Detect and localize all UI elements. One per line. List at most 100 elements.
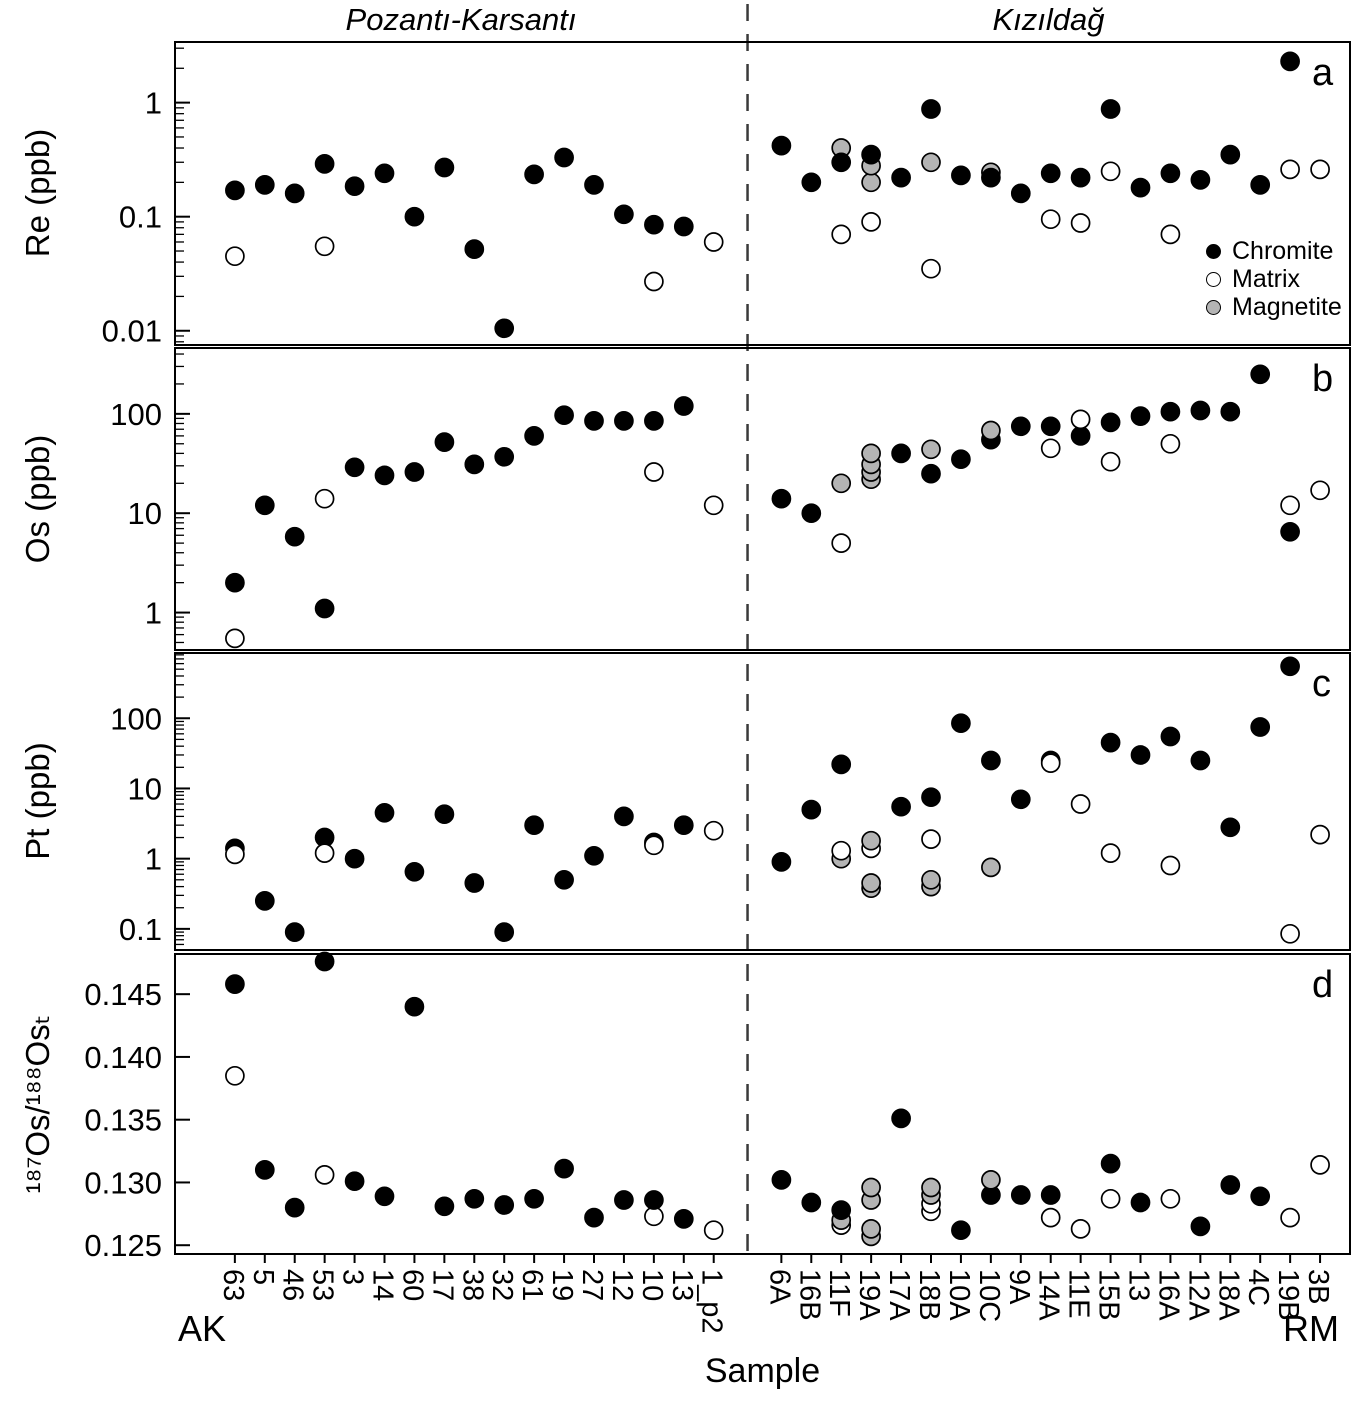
data-point-chromite: [314, 951, 335, 972]
data-point-chromite: [554, 147, 574, 168]
data-point-chromite: [644, 411, 664, 431]
panel-a-border: [174, 41, 1351, 346]
panel-letter-a: a: [1312, 52, 1334, 94]
x-tick-label: 12: [606, 1269, 638, 1301]
x-tick-label: 53: [307, 1269, 339, 1301]
panel-letter-c: c: [1312, 663, 1331, 705]
data-point-chromite: [1220, 401, 1241, 422]
data-point-chromite: [861, 144, 881, 165]
data-point-chromite: [921, 463, 941, 484]
data-point-chromite: [524, 815, 544, 836]
data-point-chromite: [344, 176, 365, 197]
x-tick-label: 19A: [853, 1269, 885, 1321]
data-point-chromite: [284, 526, 305, 547]
data-point-chromite: [554, 869, 574, 890]
data-point-chromite: [225, 180, 245, 201]
x-tick-label: 27: [576, 1269, 608, 1301]
y-tick-label: 0.140: [84, 1040, 162, 1075]
data-point-chromite: [801, 172, 822, 193]
data-point-chromite: [981, 750, 1001, 771]
data-point-matrix: [1100, 843, 1121, 863]
data-point-chromite: [404, 206, 425, 227]
data-point-matrix: [644, 835, 664, 856]
data-point-matrix: [314, 236, 335, 257]
data-point-chromite: [801, 503, 822, 524]
data-point-chromite: [344, 848, 365, 869]
data-point-chromite: [374, 163, 395, 184]
data-point-matrix: [921, 258, 941, 279]
data-point-matrix: [1100, 451, 1121, 472]
x-tick-label: 19B: [1272, 1269, 1304, 1321]
y-tick-label: 1: [145, 842, 162, 877]
data-point-chromite: [831, 1200, 852, 1220]
legend-label-chromite: Chromite: [1232, 236, 1334, 265]
x-tick-label: 14A: [1033, 1269, 1065, 1321]
y-tick-label: 0.01: [102, 314, 162, 349]
y-tick-label: 0.135: [84, 1103, 162, 1138]
data-point-chromite: [771, 488, 792, 509]
data-point-chromite: [284, 1197, 305, 1218]
data-point-chromite: [254, 175, 275, 195]
y-tick-label: 0.145: [84, 977, 162, 1012]
data-point-chromite: [891, 1108, 911, 1129]
data-point-chromite: [673, 216, 694, 237]
data-point-chromite: [524, 1188, 544, 1209]
data-point-matrix: [225, 246, 245, 267]
data-point-chromite: [771, 1170, 792, 1190]
data-point-matrix: [703, 495, 724, 516]
data-point-chromite: [614, 1190, 634, 1210]
data-point-chromite: [1010, 1185, 1031, 1205]
data-point-chromite: [1100, 412, 1121, 433]
data-point-chromite: [1010, 416, 1031, 437]
data-point-matrix: [1310, 1155, 1330, 1175]
panel-letter-d: d: [1312, 964, 1334, 1006]
data-point-magnetite: [861, 172, 881, 193]
data-point-chromite: [801, 1192, 822, 1213]
x-tick-label: 17: [426, 1269, 458, 1301]
data-point-chromite: [1190, 1216, 1211, 1237]
data-point-chromite: [831, 754, 852, 775]
y-tick-label: 10: [128, 771, 162, 806]
data-point-chromite: [1040, 1185, 1061, 1205]
data-point-chromite: [1280, 521, 1300, 542]
data-point-matrix: [1310, 480, 1330, 501]
x-tick-label: 4C: [1242, 1269, 1274, 1306]
data-point-chromite: [1160, 401, 1181, 422]
x-tick-label: 16B: [793, 1269, 825, 1321]
data-point-matrix: [831, 533, 852, 553]
data-point-chromite: [891, 796, 911, 817]
y-tick-label: 100: [110, 701, 162, 736]
data-point-chromite: [1250, 364, 1271, 385]
data-point-chromite: [464, 239, 485, 259]
data-point-matrix: [1280, 923, 1300, 944]
data-point-chromite: [673, 1209, 694, 1229]
x-tick-label: 61: [516, 1269, 548, 1301]
data-point-chromite: [1250, 175, 1271, 195]
data-point-matrix: [1070, 1219, 1091, 1239]
data-point-chromite: [771, 135, 792, 156]
x-tick-label: 10A: [943, 1269, 975, 1321]
data-point-matrix: [1310, 824, 1330, 845]
data-point-chromite: [644, 1190, 664, 1210]
x-tick-label: 13: [666, 1269, 698, 1301]
data-point-magnetite: [921, 152, 941, 173]
data-point-chromite: [584, 411, 604, 431]
x-tick-label: 18A: [1212, 1269, 1244, 1321]
data-point-chromite: [464, 873, 485, 893]
legend-item-magnetite: Magnetite: [1206, 293, 1342, 321]
data-point-chromite: [464, 1188, 485, 1209]
data-point-chromite: [494, 1195, 515, 1215]
data-point-chromite: [951, 713, 971, 734]
data-point-chromite: [1220, 1175, 1241, 1195]
data-point-matrix: [1280, 159, 1300, 180]
data-point-matrix: [1070, 213, 1091, 233]
data-point-chromite: [1010, 789, 1031, 810]
data-point-chromite: [434, 804, 455, 825]
data-point-chromite: [284, 183, 305, 204]
data-point-chromite: [524, 164, 544, 185]
chromite-marker-icon: [1206, 243, 1221, 259]
x-tick-label: 6A: [763, 1269, 795, 1305]
data-point-chromite: [673, 396, 694, 416]
data-point-chromite: [673, 815, 694, 836]
